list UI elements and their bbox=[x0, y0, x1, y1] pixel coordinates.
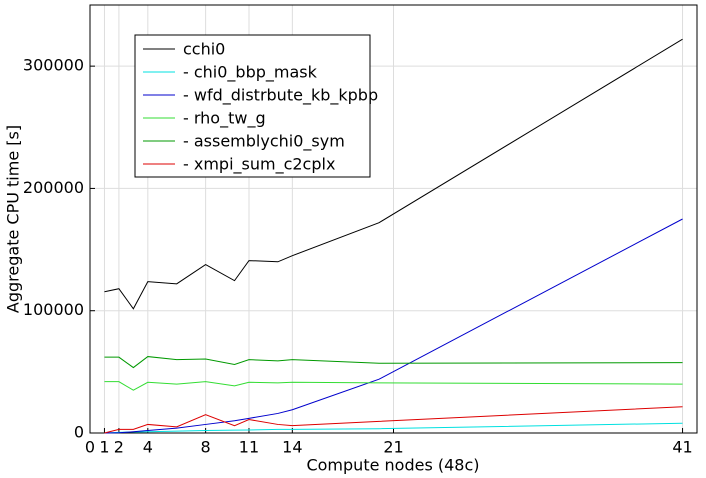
legend-box bbox=[134, 34, 371, 178]
series-line bbox=[104, 218, 683, 434]
x-tick-label: 11 bbox=[239, 438, 259, 457]
series-line bbox=[104, 381, 683, 391]
x-tick-label: 41 bbox=[672, 438, 692, 457]
legend-label: - rho_tw_g bbox=[183, 109, 266, 129]
series-line bbox=[104, 38, 683, 310]
x-tick-label: 4 bbox=[143, 438, 153, 457]
y-tick-label: 100000 bbox=[23, 300, 84, 319]
plot-frame bbox=[89, 4, 698, 434]
series-line bbox=[104, 406, 683, 434]
legend-label: - xmpi_sum_c2cplx bbox=[183, 155, 335, 175]
x-tick-label: 21 bbox=[383, 438, 403, 457]
series-line bbox=[104, 356, 683, 369]
legend-label: - assemblychi0_sym bbox=[183, 132, 345, 152]
x-tick-label: 2 bbox=[114, 438, 124, 457]
legend-label: - wfd_distrbute_kb_kpbp bbox=[183, 86, 378, 106]
legend-label: - chi0_bbp_mask bbox=[183, 63, 318, 83]
y-tick-label: 200000 bbox=[23, 178, 84, 197]
y-tick-label: 300000 bbox=[23, 56, 84, 75]
x-tick-label: 8 bbox=[201, 438, 211, 457]
legend-label: cchi0 bbox=[183, 40, 225, 59]
x-tick-label: 14 bbox=[282, 438, 302, 457]
x-tick-label: 1 bbox=[99, 438, 109, 457]
y-tick-label: 0 bbox=[74, 423, 84, 442]
y-axis-label: Aggregate CPU time [s] bbox=[4, 125, 23, 313]
x-tick-label: 0 bbox=[85, 438, 95, 457]
x-axis-label: Compute nodes (48c) bbox=[306, 456, 479, 475]
